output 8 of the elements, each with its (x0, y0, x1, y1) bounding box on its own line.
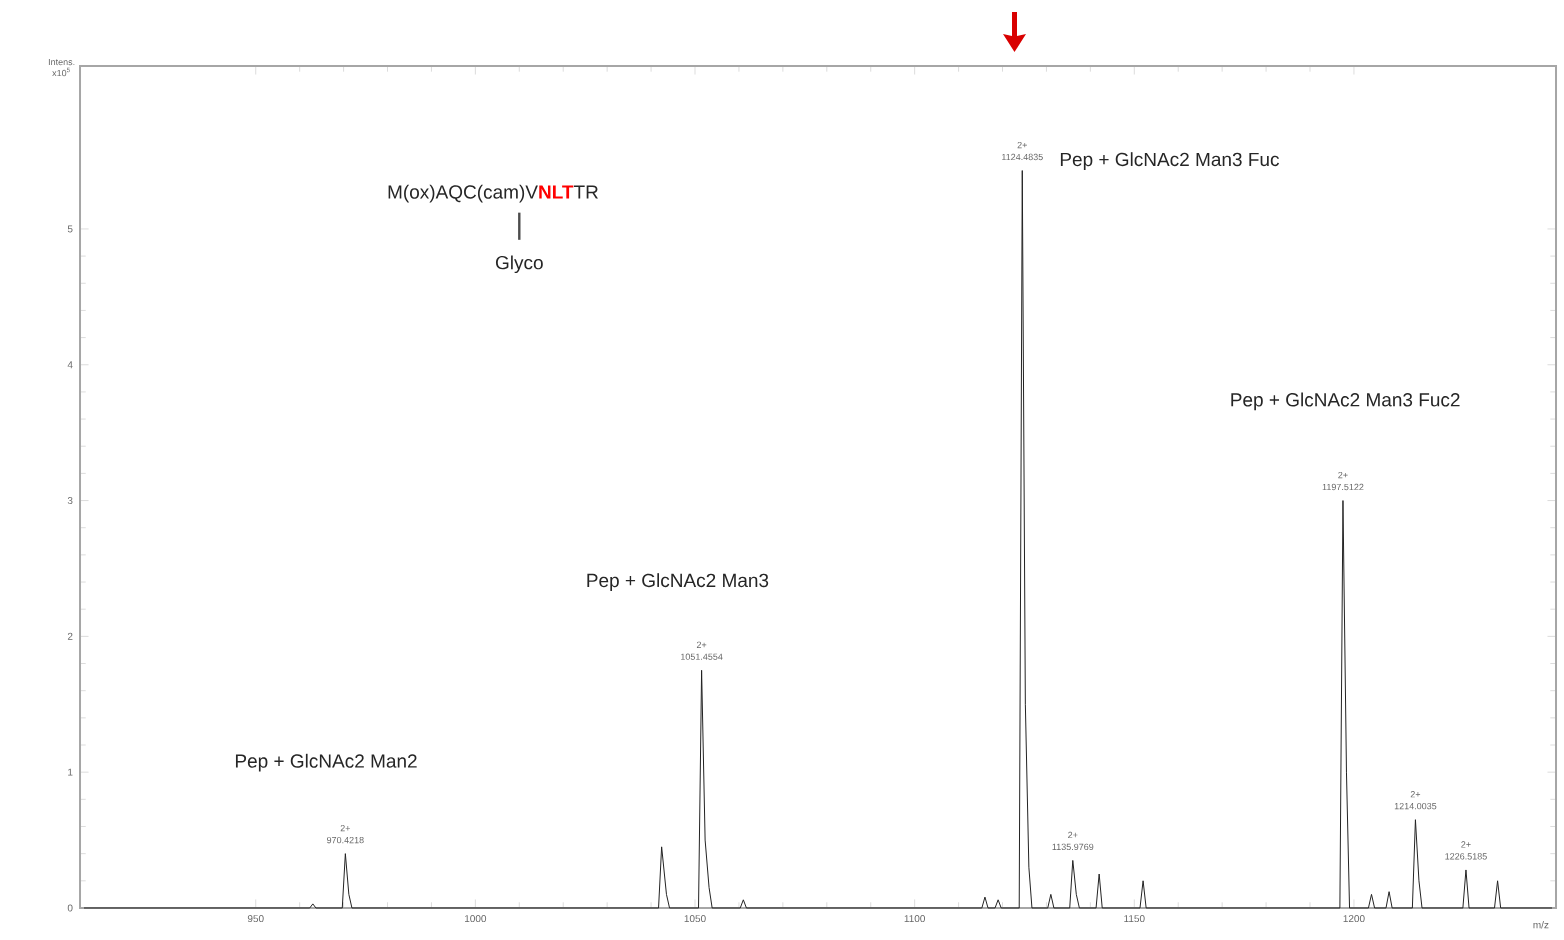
annotation: Glyco (495, 255, 543, 274)
annotation: Pep + GlcNAc2 Man3 Fuc (1060, 152, 1279, 170)
annotation: TR (573, 185, 598, 199)
annotation: Pep + GlcNAc2 Man3 (587, 573, 769, 591)
annotation: NLT (539, 185, 574, 199)
annotation: M(ox)AQC(cam)V (388, 184, 538, 203)
annotation: Pep + GlcNAc2 Man3 Fuc2 (1231, 392, 1460, 411)
annotation: Pep + GlcNAc2 Man2 (235, 753, 417, 772)
